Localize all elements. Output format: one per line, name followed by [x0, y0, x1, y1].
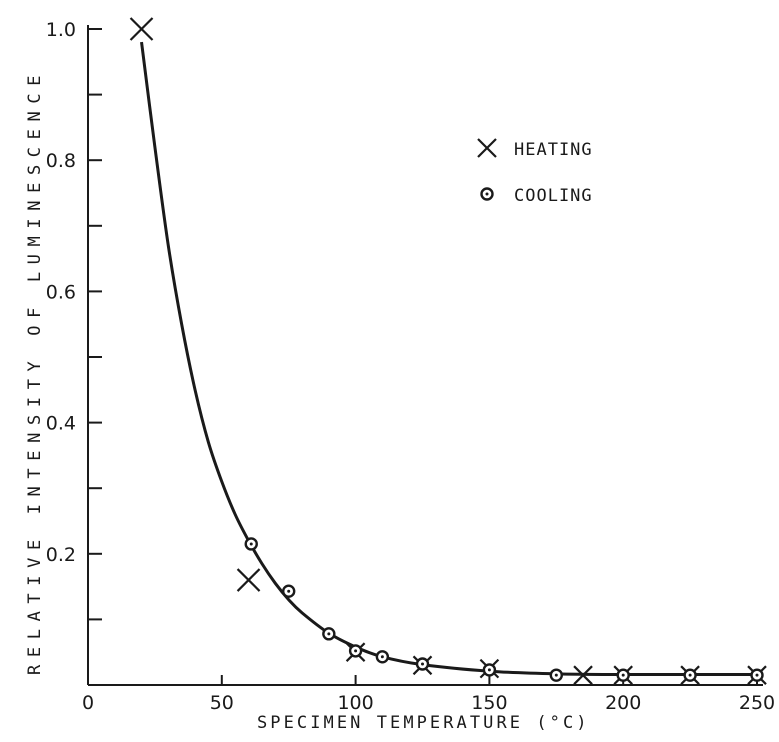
circle-marker-dot [421, 662, 424, 666]
data-points-layer [129, 17, 767, 685]
cooling-point [348, 644, 363, 658]
y-tick-label: 1.0 [46, 19, 76, 41]
x-tick-label: 0 [82, 692, 94, 714]
legend: HEATING COOLING [477, 138, 593, 206]
cooling-point [375, 650, 390, 664]
circle-marker-dot [621, 673, 625, 677]
y-axis-label-group: RELATIVE INTENSITY OF LUMINESCENCE [25, 75, 45, 675]
cooling-point [322, 627, 336, 641]
circle-marker-dot [287, 589, 291, 593]
heating-point [573, 665, 593, 685]
x-marker-stroke [236, 568, 261, 592]
cooling-point [616, 668, 630, 682]
cooling-point [549, 668, 563, 682]
circle-marker-dot [755, 673, 759, 677]
fitted-curve-layer [140, 41, 757, 677]
ticks: 0 50 100 150 200 250 0.2 0.4 0.6 0.8 1.0 [46, 19, 775, 714]
y-axis-label: RELATIVE INTENSITY OF LUMINESCENCE [25, 75, 45, 675]
circle-marker-dot [380, 655, 384, 659]
x-marker-stroke [477, 138, 497, 158]
legend-heating-label: HEATING [514, 140, 593, 160]
y-tick-label: 0.6 [46, 281, 76, 303]
circle-marker-dot [485, 192, 489, 196]
circle-marker-dot [688, 673, 692, 677]
y-tick-label: 0.2 [46, 544, 76, 566]
cooling-point [415, 657, 430, 671]
x-tick-label: 200 [605, 692, 641, 714]
legend-heating-marker [477, 138, 497, 158]
cooling-point [244, 537, 258, 551]
fitted-curve [140, 41, 757, 677]
circle-marker-dot [327, 632, 331, 636]
legend-cooling-label: COOLING [514, 186, 593, 206]
x-marker-stroke [129, 17, 154, 41]
circle-marker-dot [487, 668, 491, 672]
legend-cooling-marker [480, 187, 494, 201]
cooling-point [282, 584, 296, 598]
x-tick-label: 250 [739, 692, 775, 714]
x-marker-stroke [573, 665, 593, 685]
y-tick-label: 0.8 [46, 150, 76, 172]
cooling-point [482, 663, 497, 677]
axes [87, 25, 763, 686]
x-tick-label: 150 [471, 692, 507, 714]
cooling-point [683, 668, 697, 682]
x-tick-label: 50 [210, 692, 234, 714]
y-tick-label: 0.4 [46, 413, 76, 435]
circle-marker-dot [354, 649, 358, 653]
heating-point [236, 568, 261, 592]
heating-point [129, 17, 154, 41]
x-tick-label: 100 [337, 692, 373, 714]
circle-marker-dot [249, 542, 253, 546]
circle-marker-dot [554, 673, 558, 677]
cooling-point [750, 668, 764, 682]
x-axis-label: SPECIMEN TEMPERATURE (°C) [257, 713, 587, 733]
